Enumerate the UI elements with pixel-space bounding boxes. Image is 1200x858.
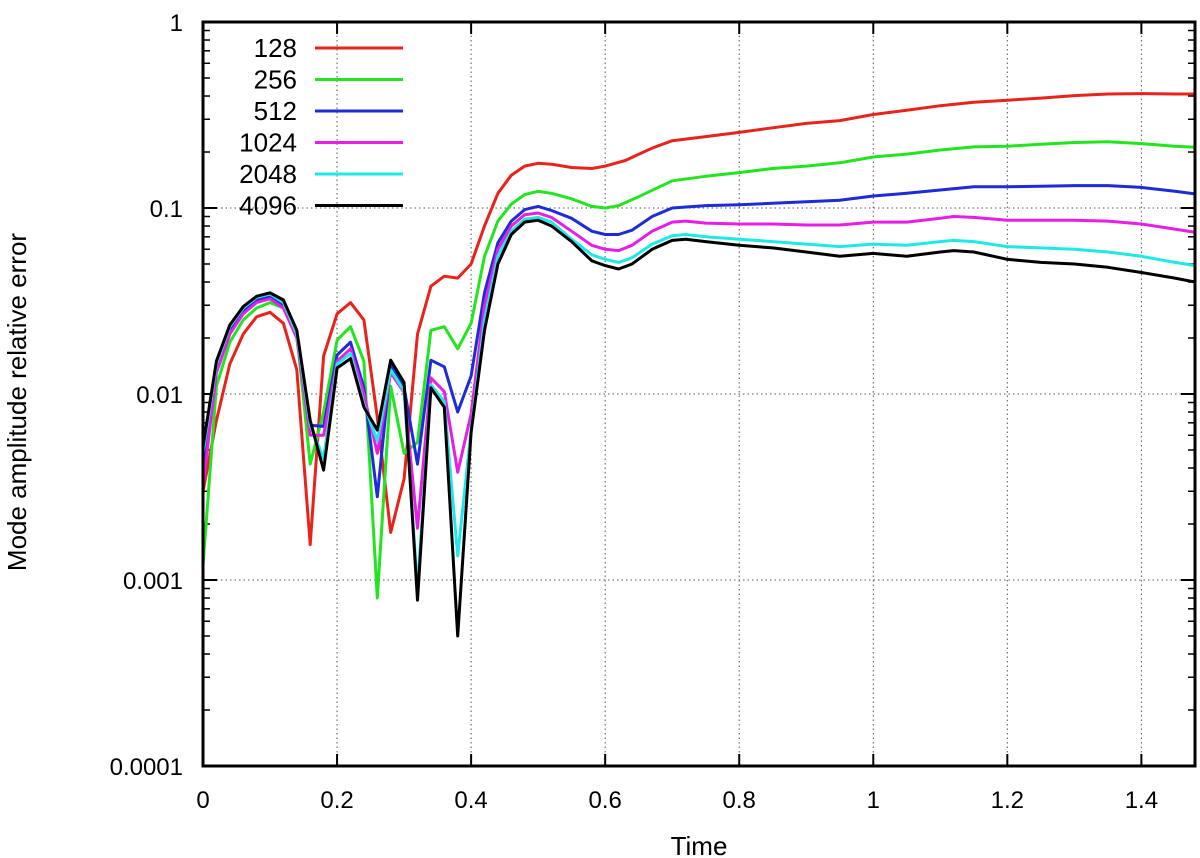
x-tick-labels: 0 0.2 0.4 0.6 0.8 1 1.2 1.4: [196, 787, 1158, 814]
plot-frame: [201, 20, 1197, 768]
series-line-256: [203, 140, 1195, 600]
legend-label-2048: 2048: [239, 159, 297, 189]
y-tick-label: 0.01: [136, 382, 183, 409]
grid-layer: [203, 22, 1195, 766]
y-tick-label: 0.001: [123, 568, 183, 595]
legend-label-128: 128: [254, 33, 297, 63]
series-line-128: [203, 92, 1195, 547]
x-tick-label: 1: [867, 787, 880, 814]
x-tick-label: 0.8: [723, 787, 756, 814]
x-tick-label: 1.4: [1125, 787, 1158, 814]
legend-label-256: 256: [254, 65, 297, 95]
series-line-4096: [203, 218, 1195, 638]
series-lines: [203, 92, 1195, 638]
x-tick-label: 1.2: [991, 787, 1024, 814]
x-tick-label: 0.2: [320, 787, 353, 814]
y-tick-labels: 0.0001 0.001 0.01 0.1 1: [110, 10, 183, 781]
x-axis-title: Time: [671, 831, 728, 858]
series-line-512: [203, 184, 1195, 499]
legend-label-4096: 4096: [239, 191, 297, 221]
y-tick-label: 0.0001: [110, 754, 183, 781]
y-tick-label: 1: [170, 10, 183, 37]
y-tick-label: 0.1: [150, 196, 183, 223]
x-tick-label: 0.4: [454, 787, 487, 814]
x-tick-label: 0: [196, 787, 209, 814]
x-tick-label: 0.6: [588, 787, 621, 814]
series-line-2048: [203, 215, 1195, 590]
series-line-1024: [203, 211, 1195, 530]
y-axis-title: Mode amplitude relative error: [2, 233, 32, 571]
legend-label-1024: 1024: [239, 128, 297, 158]
legend-label-512: 512: [254, 96, 297, 126]
